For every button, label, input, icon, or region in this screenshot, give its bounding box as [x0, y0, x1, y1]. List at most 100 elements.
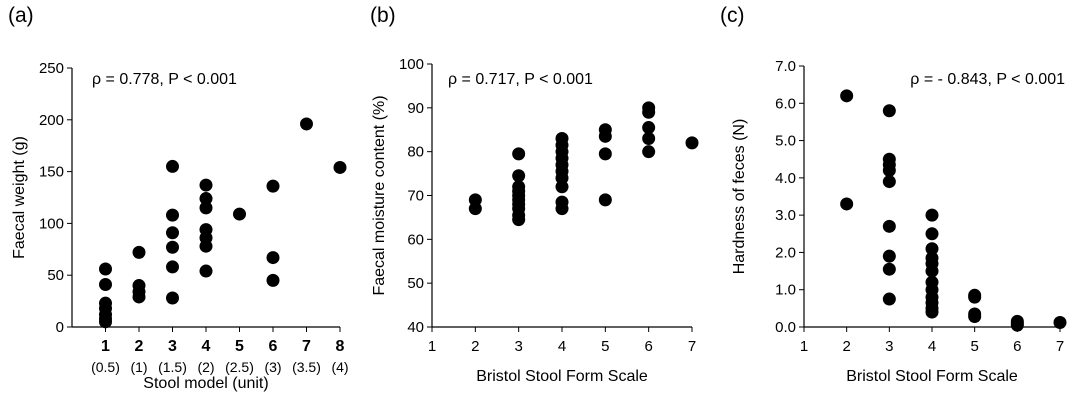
x-tick-sublabel: (3) — [264, 359, 281, 375]
y-tick-label: 4.0 — [775, 170, 796, 187]
x-tick-label: 4 — [202, 338, 211, 355]
data-point — [968, 310, 982, 324]
data-point — [925, 242, 939, 256]
y-tick-label: 5.0 — [775, 133, 796, 150]
x-tick-label: 3 — [885, 338, 893, 355]
panel-label: (a) — [8, 4, 34, 27]
data-point — [199, 239, 213, 253]
data-point — [512, 147, 526, 161]
data-point — [166, 240, 179, 254]
x-tick-label: 6 — [644, 338, 652, 355]
x-tick-label: 7 — [688, 338, 696, 355]
x-tick-sublabel: (1) — [130, 359, 147, 375]
data-point — [166, 260, 179, 274]
data-point — [266, 273, 280, 287]
data-point — [99, 278, 112, 292]
x-tick-label: 1 — [428, 338, 436, 355]
data-point — [685, 136, 699, 150]
y-tick-label: 50 — [407, 275, 424, 292]
y-axis-title: Hardness of feces (N) — [731, 119, 748, 275]
data-point — [512, 213, 526, 227]
y-axis-title: Faecal moisture content (%) — [371, 95, 388, 295]
scatter-chart-b: 40 50 60 70 80 90 100 1 2 3 4 5 6 7 Bristol Stool Form… — [371, 56, 699, 385]
x-axis-title: Bristol Stool Form Scale — [846, 368, 1018, 385]
y-tick-label: 0 — [56, 319, 64, 336]
x-tick-label: 2 — [842, 338, 850, 355]
data-point — [512, 169, 526, 183]
y-tick-label: 40 — [407, 319, 424, 336]
data-point — [598, 147, 612, 161]
panel-c: (c) 0.0 1.0 2.0 3.0 4.0 5.0 6.0 7.0 1 2 3 4 5 6 7 Brist… — [712, 0, 1075, 395]
x-tick-sublabel: (1.5) — [158, 359, 187, 375]
data-point — [166, 291, 179, 305]
data-point — [99, 262, 112, 276]
data-point — [300, 117, 313, 131]
panel-b: (b) 40 50 60 70 80 90 100 1 2 3 4 5 6 7 Bristol Stool … — [362, 0, 712, 395]
data-point — [132, 290, 146, 304]
data-point — [598, 129, 612, 143]
x-axis-title: Stool model (unit) — [143, 375, 268, 392]
data-point — [333, 160, 347, 174]
x-tick-label: 5 — [601, 338, 609, 355]
y-tick-label: 100 — [39, 215, 64, 232]
data-point — [882, 175, 896, 189]
panel-a: (a) 0 50 100 150 200 250 1 (0.5) 2 (1) 3 (1.5) 4 (2) 5… — [0, 0, 360, 395]
data-point — [882, 163, 896, 177]
x-tick-label: 7 — [302, 338, 311, 355]
data-point — [925, 264, 939, 278]
data-point — [199, 192, 213, 206]
y-tick-label: 150 — [39, 164, 64, 181]
data-point — [132, 245, 146, 259]
y-tick-label: 90 — [407, 100, 424, 117]
data-point — [642, 105, 656, 119]
data-point — [642, 145, 656, 159]
data-point — [199, 264, 213, 278]
data-point — [642, 121, 656, 135]
y-tick-label: 6.0 — [775, 95, 796, 112]
data-point — [968, 290, 982, 304]
correlation-annotation: ρ = 0.717, P < 0.001 — [448, 71, 593, 88]
x-tick-label: 4 — [558, 338, 566, 355]
data-point — [468, 202, 482, 216]
correlation-annotation: ρ = - 0.843, P < 0.001 — [910, 71, 1065, 88]
data-point — [882, 262, 896, 276]
x-tick-label: 7 — [1056, 338, 1064, 355]
data-point — [882, 249, 896, 263]
data-point — [642, 132, 656, 146]
y-tick-label: 100 — [399, 56, 424, 73]
x-tick-label: 5 — [970, 338, 978, 355]
data-point — [166, 208, 179, 222]
data-point — [233, 207, 246, 221]
data-point — [925, 305, 939, 319]
y-tick-label: 200 — [39, 112, 64, 129]
x-tick-label: 2 — [471, 338, 479, 355]
data-point — [882, 104, 896, 118]
x-tick-sublabel: (4) — [331, 359, 348, 375]
correlation-annotation: ρ = 0.778, P < 0.001 — [92, 71, 237, 88]
data-point — [882, 292, 896, 306]
x-tick-label: 1 — [101, 338, 110, 355]
y-tick-label: 2.0 — [775, 244, 796, 261]
x-tick-sublabel: (2.5) — [225, 359, 254, 375]
x-tick-sublabel: (3.5) — [292, 359, 321, 375]
y-tick-label: 80 — [407, 144, 424, 161]
scatter-chart-c: 0.0 1.0 2.0 3.0 4.0 5.0 6.0 7.0 1 2 3 4 5 6 7 Bristol S… — [731, 58, 1067, 385]
y-tick-label: 250 — [39, 60, 64, 77]
x-tick-sublabel: (0.5) — [91, 359, 120, 375]
data-point — [598, 193, 612, 207]
data-point — [199, 201, 213, 215]
data-point — [166, 226, 179, 240]
scatter-chart-a: 0 50 100 150 200 250 1 (0.5) 2 (1) 3 (1.5) 4 (2) 5 (2.5… — [11, 60, 349, 392]
x-tick-label: 6 — [269, 338, 278, 355]
x-tick-label: 4 — [928, 338, 936, 355]
y-tick-label: 70 — [407, 188, 424, 205]
data-point — [840, 197, 854, 211]
data-point — [199, 178, 213, 192]
y-tick-label: 1.0 — [775, 282, 796, 299]
y-tick-label: 7.0 — [775, 58, 796, 75]
x-tick-label: 6 — [1013, 338, 1021, 355]
data-point — [882, 219, 896, 233]
y-tick-label: 50 — [47, 267, 64, 284]
x-tick-label: 8 — [336, 338, 345, 355]
x-tick-label: 3 — [514, 338, 522, 355]
